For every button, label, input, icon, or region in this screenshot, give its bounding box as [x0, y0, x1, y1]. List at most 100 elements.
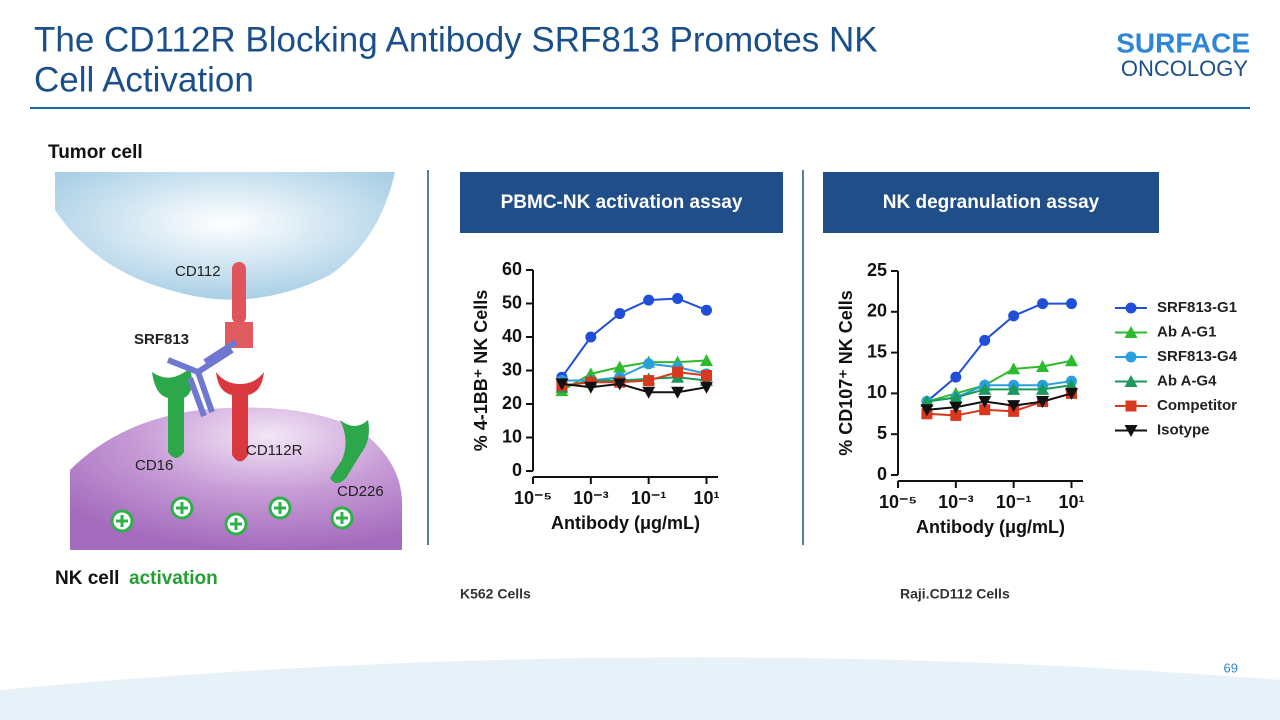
legend-label: Ab A-G1: [1157, 323, 1216, 340]
logo: ONCOLOGY: [1121, 56, 1248, 81]
data-point: [699, 381, 713, 394]
logo: SURFACE: [1116, 27, 1250, 58]
data-point: [1064, 354, 1078, 367]
data-point: [949, 390, 963, 403]
cell-line: K562 Cells: [460, 586, 531, 602]
x-axis-title: Antibody (μg/mL): [916, 517, 1065, 537]
legend-label: Isotype: [1157, 421, 1210, 438]
data-point: [1007, 362, 1021, 375]
data-point: [585, 331, 597, 343]
legend-marker: [1125, 351, 1137, 363]
data-point: [1036, 396, 1050, 409]
data-point: [1064, 387, 1078, 400]
data-point: [671, 386, 685, 399]
label: Tumor cell: [48, 142, 143, 163]
assay-title: PBMC-NK activation assay: [501, 192, 743, 213]
y-axis-title: % 4-1BB⁺ NK Cells: [471, 290, 491, 452]
data-point: [920, 404, 934, 417]
page-number: 69: [1224, 660, 1238, 675]
data-point: [978, 382, 992, 395]
data-point: [1065, 298, 1077, 310]
data-point: [978, 396, 992, 409]
footer-swoosh: [0, 657, 1280, 720]
legend-marker: [1124, 425, 1138, 437]
data-point: [1064, 378, 1078, 391]
x-tick-label: 10⁻⁵: [879, 492, 917, 512]
data-point: [614, 308, 626, 320]
y-tick-label: 10: [867, 382, 887, 402]
data-point: [979, 404, 991, 416]
series-line: [926, 384, 1072, 403]
label: CD16: [135, 457, 173, 474]
y-tick-label: 15: [867, 341, 887, 361]
legend-label: Ab A-G4: [1157, 372, 1217, 389]
x-tick-label: 10⁻⁵: [514, 488, 552, 508]
data-point: [950, 371, 962, 383]
label: CD112: [175, 263, 221, 280]
y-tick-label: 0: [877, 464, 887, 484]
data-point: [643, 358, 655, 370]
label: NK cell: [55, 568, 119, 589]
data-point: [1036, 382, 1050, 395]
data-point: [1007, 400, 1021, 413]
data-point: [700, 370, 712, 382]
data-point: [1008, 310, 1020, 322]
x-tick-label: 10⁻¹: [631, 488, 667, 508]
legend-marker: [1124, 326, 1138, 338]
legend-label: SRF813-G4: [1157, 348, 1238, 365]
x-tick-label: 10¹: [1058, 492, 1084, 512]
series-line: [926, 392, 1072, 411]
assay-header: [823, 172, 1159, 233]
cell-line: Raji.CD112 Cells: [900, 586, 1010, 602]
y-tick-label: 25: [867, 260, 887, 280]
data-point: [613, 360, 627, 373]
label: activation: [129, 568, 218, 589]
legend-marker: [1125, 302, 1137, 314]
slide-title: Cell Activation: [34, 60, 254, 99]
y-tick-label: 60: [502, 259, 522, 279]
illustration: [55, 172, 402, 550]
y-tick-label: 20: [867, 301, 887, 321]
y-tick-label: 20: [502, 393, 522, 413]
y-tick-label: 50: [502, 292, 522, 312]
y-tick-label: 5: [877, 423, 887, 443]
legend-marker: [1124, 375, 1138, 387]
y-tick-label: 40: [502, 326, 522, 346]
slide-title: The CD112R Blocking Antibody SRF813 Prom…: [34, 20, 878, 59]
label: SRF813: [134, 331, 189, 348]
data-point: [700, 304, 712, 316]
data-point: [613, 378, 627, 391]
data-point: [642, 386, 656, 399]
data-point: [584, 381, 598, 394]
x-axis-title: Antibody (μg/mL): [551, 513, 700, 533]
data-point: [920, 395, 934, 408]
data-point: [672, 366, 684, 378]
data-point: [643, 294, 655, 306]
x-tick-label: 10¹: [693, 488, 719, 508]
legend-marker: [1125, 400, 1137, 412]
assay-header: [460, 172, 783, 233]
data-point: [1036, 359, 1050, 372]
assay-title: NK degranulation assay: [883, 192, 1100, 213]
y-tick-label: 0: [512, 460, 522, 480]
data-point: [699, 353, 713, 366]
data-point: [1037, 298, 1049, 310]
data-point: [949, 401, 963, 414]
data-point: [555, 378, 569, 391]
y-tick-label: 30: [502, 359, 522, 379]
y-axis-title: % CD107⁺ NK Cells: [836, 290, 856, 456]
legend-label: SRF813-G1: [1157, 299, 1237, 316]
label: CD112R: [246, 442, 303, 459]
series-line: [561, 382, 707, 394]
legend-label: Competitor: [1157, 397, 1237, 414]
data-point: [950, 409, 962, 421]
data-point: [979, 334, 991, 346]
label: CD226: [337, 483, 384, 500]
series-line: [926, 302, 1072, 403]
data-point: [643, 375, 655, 387]
x-tick-label: 10⁻³: [573, 488, 609, 508]
x-tick-label: 10⁻¹: [996, 492, 1032, 512]
data-point: [1007, 382, 1021, 395]
y-tick-label: 10: [502, 426, 522, 446]
